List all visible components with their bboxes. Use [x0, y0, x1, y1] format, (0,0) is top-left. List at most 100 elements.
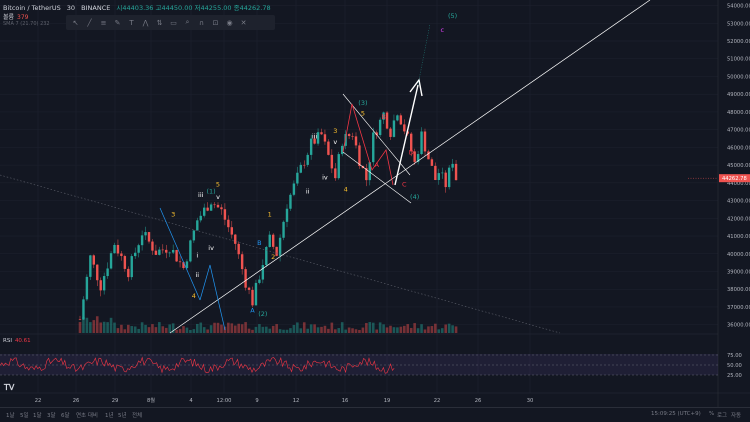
volume-bar — [178, 328, 182, 333]
wave-label[interactable]: A — [250, 306, 255, 314]
projection-arrow[interactable] — [394, 84, 419, 186]
auto-toggle[interactable]: 자동 — [731, 413, 742, 419]
volume-bar — [316, 327, 320, 333]
wave-label[interactable]: A — [374, 161, 379, 169]
lock-icon[interactable]: ⊡ — [212, 18, 219, 27]
wave-label[interactable]: iv — [322, 173, 328, 181]
wave-label[interactable]: C — [402, 180, 407, 188]
volume-bar — [137, 328, 140, 333]
brush-icon[interactable]: ✎ — [114, 18, 121, 27]
timeframe-button[interactable]: 6달 — [61, 413, 70, 419]
wave-label[interactable]: B — [381, 113, 385, 121]
wave-line-a[interactable] — [159, 207, 201, 301]
interval[interactable]: 30 — [66, 4, 76, 12]
cursor-icon[interactable]: ↖ — [72, 18, 79, 27]
pattern-icon[interactable]: ⋀ — [142, 18, 149, 27]
trash-icon[interactable]: ✕ — [240, 18, 247, 27]
volume-bar — [344, 329, 347, 333]
timeframe-button[interactable]: 5일 — [20, 413, 29, 419]
forecast-icon[interactable]: ⇅ — [156, 18, 163, 27]
wave-label[interactable]: iii — [198, 191, 204, 199]
last-price-tag — [719, 174, 750, 183]
text-icon[interactable]: T — [129, 18, 134, 27]
wave-label[interactable]: 1 — [268, 211, 272, 219]
volume-bar — [196, 323, 199, 333]
wave-label[interactable]: 3 — [333, 127, 337, 135]
candle-body — [134, 252, 137, 257]
volume-bar — [375, 329, 378, 333]
wave-label[interactable]: ii — [306, 187, 310, 195]
symbol-name[interactable]: Bitcoin / TetherUS — [3, 4, 61, 12]
timeframe-button[interactable]: 연초 대비 — [76, 413, 98, 419]
candle-body — [106, 268, 109, 277]
timeframe-button[interactable]: 1날 — [6, 413, 15, 419]
wave-label[interactable]: 5 — [361, 109, 365, 117]
candle-body — [365, 168, 368, 181]
timeframe-button[interactable]: 3달 — [47, 413, 56, 419]
volume-bar — [282, 329, 285, 333]
candle-body — [171, 249, 175, 253]
wave-label[interactable]: 2 — [271, 253, 275, 261]
volume-bar — [233, 325, 237, 333]
volume-bar — [451, 325, 454, 333]
wave-label[interactable]: v — [216, 193, 220, 201]
candle-body — [216, 204, 220, 208]
volume-bars — [78, 316, 458, 333]
wave-label[interactable]: B — [257, 239, 261, 247]
wave-label[interactable]: 5 — [216, 180, 220, 188]
wave-label[interactable]: (3) — [358, 99, 367, 107]
time-axis-label: 30 — [527, 398, 534, 404]
wave-label[interactable]: i — [196, 251, 198, 259]
wave-label[interactable]: D — [409, 148, 414, 156]
measure-icon[interactable]: ▭ — [170, 18, 177, 27]
timeframe-button[interactable]: 1달 — [33, 413, 42, 419]
wave-label[interactable]: 3 — [171, 211, 175, 219]
timeframe-button[interactable]: 전체 — [132, 413, 143, 419]
candle-body — [330, 154, 334, 169]
timeframe-button[interactable]: 5년 — [118, 413, 127, 419]
time-axis-label: 4 — [189, 398, 193, 404]
volume-bar — [130, 326, 134, 333]
wave-label[interactable]: 4 — [192, 292, 196, 300]
abcd-correction-line[interactable] — [342, 103, 394, 186]
wave-label[interactable]: (5) — [448, 12, 457, 20]
wave-label[interactable]: iv — [208, 244, 214, 252]
wave-label[interactable]: v — [333, 138, 337, 146]
candle-body — [123, 256, 127, 269]
candle-body — [120, 253, 123, 257]
candle-body — [313, 138, 316, 144]
wave-label[interactable]: (2) — [258, 310, 267, 318]
eye-icon[interactable]: ◉ — [226, 18, 233, 27]
clock[interactable]: 15:09:25 (UTC+9) — [651, 411, 701, 417]
volume-bar — [92, 320, 96, 333]
volume-bar — [99, 322, 102, 333]
wave-label[interactable]: c — [440, 26, 444, 34]
wave-label[interactable]: (4) — [410, 193, 419, 201]
volume-bar — [327, 328, 330, 333]
channel-lower-line[interactable] — [342, 151, 412, 204]
volume-bar — [95, 316, 99, 333]
dotted-trendline[interactable] — [0, 174, 561, 334]
exchange: BINANCE — [81, 4, 111, 12]
trend-line-icon[interactable]: ╱ — [87, 18, 92, 27]
support-trendline[interactable] — [169, 0, 651, 334]
magnet-icon[interactable]: ∩ — [198, 18, 205, 27]
volume-bar — [454, 326, 458, 333]
volume-bar — [192, 329, 196, 333]
log-toggle[interactable]: 로그 — [717, 413, 728, 419]
wave-line-b[interactable] — [199, 264, 226, 331]
candle-body — [447, 167, 451, 188]
timeframe-button[interactable]: 1년 — [105, 413, 114, 419]
candle-body — [413, 151, 416, 162]
channel-upper-line[interactable] — [342, 93, 411, 176]
wave-label[interactable]: ii — [195, 271, 199, 279]
zoom-icon[interactable]: ⌕ — [185, 18, 190, 26]
candle-body — [127, 268, 130, 278]
percent-toggle[interactable]: % — [709, 411, 715, 417]
candle-body — [358, 145, 361, 166]
wave-label[interactable]: (1) — [206, 187, 215, 195]
wave-label[interactable]: 4 — [344, 186, 348, 194]
wave-label[interactable]: iii — [312, 133, 318, 141]
fib-icon[interactable]: ≡ — [100, 18, 107, 27]
